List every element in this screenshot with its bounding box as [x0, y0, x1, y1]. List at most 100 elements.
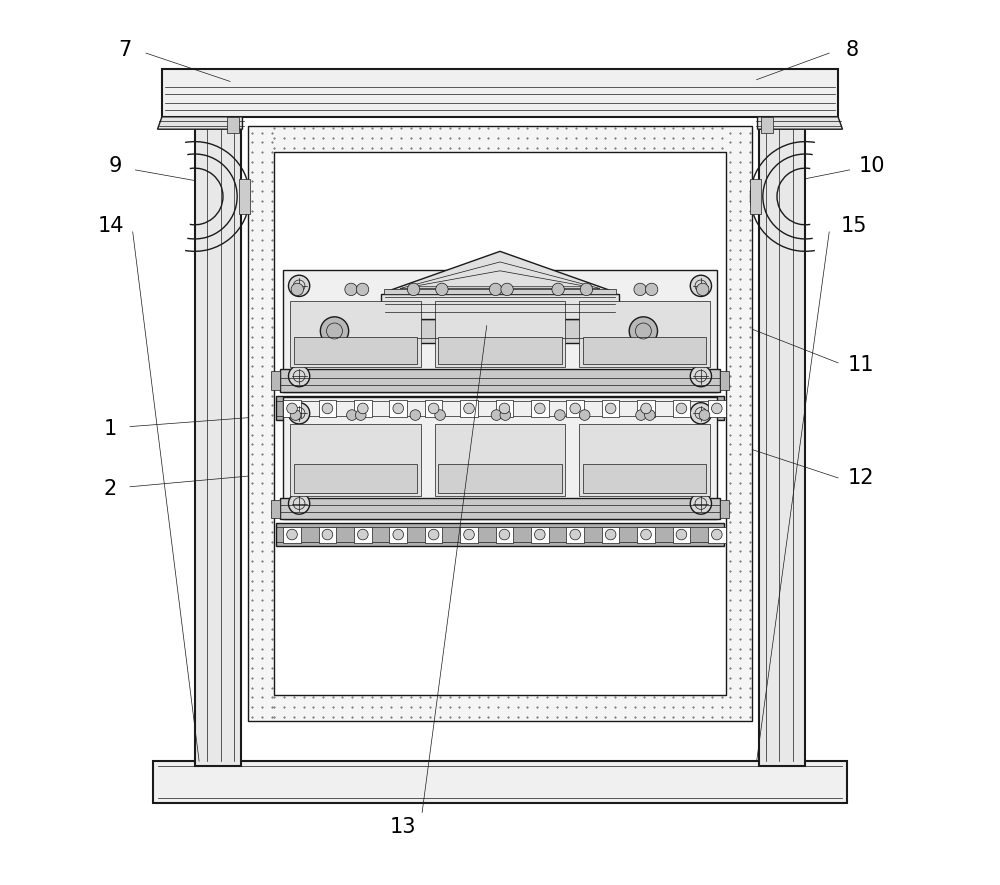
- Bar: [381, 294, 619, 319]
- Bar: [354, 400, 372, 417]
- Circle shape: [464, 529, 474, 540]
- Bar: [720, 500, 729, 518]
- Polygon shape: [388, 251, 612, 291]
- Bar: [280, 498, 720, 519]
- Circle shape: [489, 283, 502, 296]
- Bar: [354, 527, 372, 543]
- Bar: [531, 400, 549, 417]
- Circle shape: [491, 410, 502, 420]
- Circle shape: [428, 404, 439, 414]
- Bar: [460, 400, 478, 417]
- Text: 13: 13: [389, 817, 416, 836]
- Bar: [274, 152, 726, 695]
- Circle shape: [641, 404, 651, 414]
- Circle shape: [393, 404, 404, 414]
- Bar: [566, 400, 584, 417]
- Bar: [425, 400, 442, 417]
- Bar: [673, 400, 690, 417]
- Bar: [248, 126, 752, 721]
- Circle shape: [436, 283, 448, 296]
- Bar: [637, 527, 655, 543]
- Bar: [602, 527, 619, 543]
- Bar: [708, 400, 726, 417]
- Text: 12: 12: [848, 468, 874, 488]
- Circle shape: [290, 410, 301, 420]
- Circle shape: [355, 410, 366, 420]
- Circle shape: [634, 283, 646, 296]
- Bar: [531, 527, 549, 543]
- Circle shape: [535, 529, 545, 540]
- Bar: [425, 527, 442, 543]
- Circle shape: [501, 283, 513, 296]
- Bar: [496, 527, 513, 543]
- Bar: [283, 397, 717, 519]
- Circle shape: [552, 283, 564, 296]
- Bar: [271, 371, 280, 390]
- Bar: [294, 337, 417, 364]
- Circle shape: [499, 529, 510, 540]
- Circle shape: [580, 283, 593, 296]
- Circle shape: [345, 283, 357, 296]
- Circle shape: [358, 404, 368, 414]
- Circle shape: [287, 529, 297, 540]
- Circle shape: [712, 404, 722, 414]
- Circle shape: [696, 283, 709, 296]
- Bar: [761, 117, 773, 133]
- Bar: [750, 179, 761, 214]
- Text: 10: 10: [858, 157, 885, 176]
- Bar: [435, 301, 565, 367]
- Circle shape: [645, 283, 658, 296]
- Bar: [583, 337, 706, 364]
- Bar: [319, 400, 336, 417]
- Circle shape: [320, 317, 349, 345]
- Circle shape: [636, 410, 646, 420]
- Circle shape: [322, 404, 333, 414]
- Bar: [195, 115, 241, 766]
- Circle shape: [570, 404, 581, 414]
- Bar: [276, 396, 724, 420]
- Circle shape: [428, 529, 439, 540]
- Bar: [283, 527, 301, 543]
- Bar: [239, 179, 250, 214]
- Circle shape: [605, 529, 616, 540]
- Circle shape: [690, 366, 712, 387]
- Text: 2: 2: [104, 479, 117, 498]
- Bar: [280, 369, 720, 392]
- Circle shape: [435, 410, 445, 420]
- Circle shape: [712, 529, 722, 540]
- Bar: [384, 289, 616, 294]
- Circle shape: [288, 366, 310, 387]
- Text: 11: 11: [848, 355, 874, 374]
- Text: 9: 9: [108, 157, 122, 176]
- Circle shape: [641, 529, 651, 540]
- Circle shape: [288, 403, 310, 424]
- Circle shape: [464, 404, 474, 414]
- Circle shape: [288, 493, 310, 514]
- Circle shape: [499, 404, 510, 414]
- Circle shape: [347, 410, 357, 420]
- Circle shape: [358, 529, 368, 540]
- Circle shape: [535, 404, 545, 414]
- Circle shape: [645, 410, 655, 420]
- Bar: [319, 527, 336, 543]
- Circle shape: [690, 403, 712, 424]
- Bar: [673, 527, 690, 543]
- Bar: [389, 400, 407, 417]
- Circle shape: [288, 275, 310, 296]
- Bar: [579, 424, 710, 496]
- Bar: [153, 761, 847, 803]
- Bar: [389, 527, 407, 543]
- Circle shape: [291, 283, 304, 296]
- Bar: [720, 371, 729, 390]
- Text: 14: 14: [97, 216, 124, 235]
- Circle shape: [629, 317, 658, 345]
- Circle shape: [690, 493, 712, 514]
- Circle shape: [605, 404, 616, 414]
- Circle shape: [570, 529, 581, 540]
- Circle shape: [356, 283, 369, 296]
- Bar: [637, 400, 655, 417]
- Text: 15: 15: [841, 216, 867, 235]
- Circle shape: [579, 410, 590, 420]
- Bar: [276, 523, 724, 546]
- Bar: [708, 527, 726, 543]
